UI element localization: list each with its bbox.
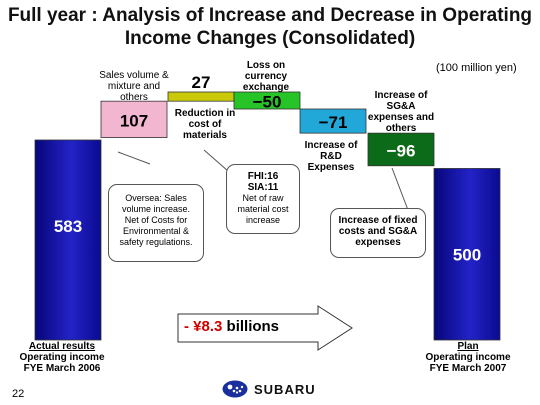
bar-sga (367, 132, 435, 167)
bar-actual (34, 139, 102, 341)
callout-fixed: Increase of fixed costs and SG&A expense… (330, 208, 426, 258)
callout-pointer-overseas (117, 151, 151, 165)
plan-line1: Operating income (425, 352, 511, 363)
bar-value-fx: −50 (253, 93, 282, 112)
callout-pointer-fixed (391, 167, 409, 211)
plan-label: Plan Operating income FYE March 2007 (418, 341, 518, 374)
label-reduction: Reduction in cost of materials (174, 108, 236, 141)
bar-value-sga: −96 (387, 141, 416, 160)
bar-value-actual: 583 (54, 217, 82, 236)
label-sales-volume: Sales volume & mixture and others (99, 70, 169, 103)
bar-materials (167, 91, 235, 102)
page-title: Full year : Analysis of Increase and Dec… (7, 5, 533, 49)
callout-net-raw: Net of raw material cost increase (237, 193, 289, 225)
plan-line2: FYE March 2007 (429, 363, 507, 374)
label-sga: Increase of SG&A expenses and others (367, 90, 435, 134)
subaru-stars-icon (222, 380, 248, 398)
plan-title: Plan (457, 341, 479, 352)
actual-results-label: Actual results Operating income FYE Marc… (12, 341, 112, 374)
bar-plan (433, 168, 501, 341)
decrease-amount: - ¥8.3 (184, 318, 223, 335)
callout-overseas: Oversea: Sales volume increase. Net of C… (108, 184, 204, 262)
unit-label: (100 million yen) (436, 62, 517, 74)
actual-results-line1: Operating income (19, 352, 105, 363)
bar-value-rd: −71 (319, 113, 348, 132)
label-rd: Increase of R&D Expenses (304, 140, 358, 173)
logo-text: SUBARU (254, 381, 316, 397)
bar-sales (100, 100, 168, 138)
decrease-label: - ¥8.3 billions (184, 318, 279, 335)
actual-results-line2: FYE March 2006 (23, 363, 101, 374)
callout-fhi: FHI:16 (247, 171, 279, 182)
page-number: 22 (12, 388, 25, 400)
bar-rd (299, 108, 367, 134)
bar-value-sales: 107 (120, 111, 148, 130)
bar-fx (233, 91, 301, 110)
decrease-arrow (177, 305, 353, 351)
bar-value-materials: 27 (192, 73, 211, 92)
decrease-unit: billions (222, 318, 280, 335)
bar-value-plan: 500 (453, 245, 481, 264)
actual-results-title: Actual results (28, 341, 96, 352)
callout-sia: SIA:11 (247, 182, 279, 193)
callout-materials: FHI:16 SIA:11 Net of raw material cost i… (226, 164, 300, 234)
label-currency: Loss on currency exchange (242, 60, 290, 93)
subaru-logo: SUBARU (222, 380, 316, 398)
